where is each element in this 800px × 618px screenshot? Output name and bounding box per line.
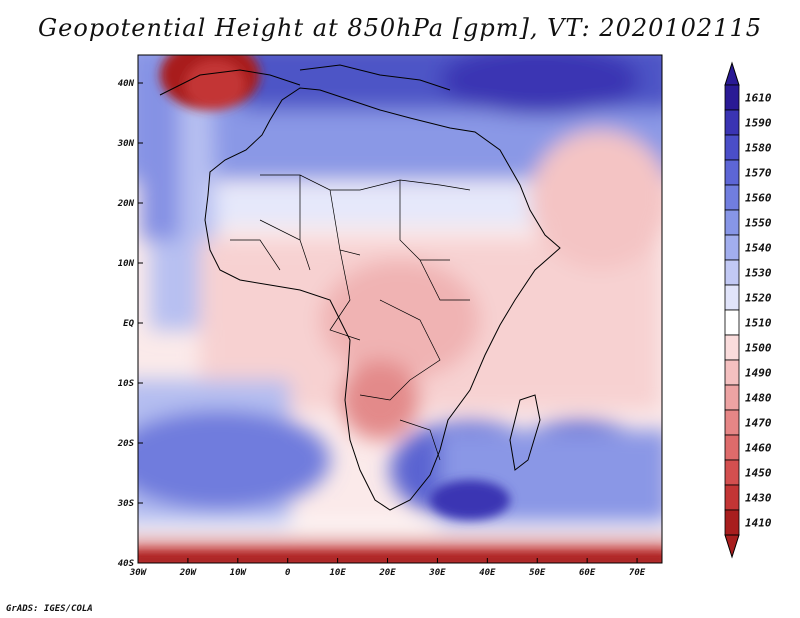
colorbar-label: 1580 [745, 142, 772, 155]
colorbar-label: 1410 [745, 517, 772, 530]
colorbar-label: 1520 [745, 292, 772, 305]
colorbar-label: 1450 [745, 467, 772, 480]
colorbar-label: 1470 [745, 417, 772, 430]
y-tick-label: 20S [117, 439, 135, 449]
x-tick-label: 70E [629, 568, 646, 578]
y-tick-label: 30S [117, 499, 135, 509]
y-tick-label: 10N [118, 259, 135, 269]
y-tick-label: EQ [123, 319, 134, 329]
x-tick-label: 10E [329, 568, 346, 578]
map-title: Geopotential Height at 850hPa [gpm], VT:… [38, 14, 762, 42]
colorbar-swatch [724, 459, 740, 486]
colorbar-bottom-arrow [724, 534, 740, 559]
y-tick-label: 20N [117, 199, 135, 209]
y-tick-label: 40S [118, 559, 135, 569]
colorbar-swatch [724, 359, 740, 386]
colorbar-label: 1530 [745, 267, 772, 280]
colorbar-label: 1500 [745, 342, 772, 355]
colorbar-label: 1570 [745, 167, 772, 180]
colorbar-swatch [724, 434, 740, 461]
colorbar-swatch [724, 209, 740, 236]
y-tick-label: 30N [117, 139, 135, 149]
colorbar-label: 1560 [745, 192, 772, 205]
colorbar-label: 1510 [745, 317, 772, 330]
x-tick-label: 20W [179, 568, 198, 578]
x-tick-label: 30W [129, 568, 148, 578]
colorbar-label: 1480 [745, 392, 772, 405]
colorbar-label: 1460 [745, 442, 772, 455]
colorbar-swatch [724, 309, 740, 336]
x-axis: 30W 20W 10W 0 10E 20E 30E 40E 50E 60E 70E [129, 558, 646, 578]
colorbar-top-arrow [724, 61, 740, 86]
x-tick-label: 60E [579, 568, 596, 578]
y-tick-label: 40N [118, 79, 135, 89]
x-tick-label: 20E [378, 568, 396, 578]
x-tick-label: 50E [529, 568, 546, 578]
colorbar-swatch [724, 159, 740, 186]
y-tick-label: 10S [118, 379, 135, 389]
x-tick-label: 30E [428, 568, 446, 578]
credit-text: GrADS: IGES/COLA [6, 604, 93, 614]
colorbar: 1610 1590 1580 1570 1560 1550 1540 1530 1520 1510… [724, 61, 772, 559]
colorbar-label: 1550 [745, 217, 772, 230]
colorbar-swatch [724, 259, 740, 286]
colorbar-swatch [724, 109, 740, 136]
colorbar-swatch [724, 334, 740, 361]
colorbar-label: 1590 [745, 117, 772, 130]
x-tick-label: 40E [479, 568, 496, 578]
x-tick-label: 10W [230, 568, 248, 578]
colorbar-swatch [724, 409, 740, 436]
colorbar-swatch [724, 384, 740, 411]
x-tick-label: 0 [285, 568, 291, 578]
colorbar-swatch [724, 234, 740, 261]
colorbar-label: 1540 [745, 242, 772, 255]
colorbar-swatch [724, 84, 740, 111]
height-field [138, 55, 662, 563]
colorbar-label: 1490 [745, 367, 772, 380]
colorbar-swatch [724, 184, 740, 211]
y-axis: 40N 30N 20N 10N EQ 10S 20S 30S 40S [117, 79, 143, 569]
colorbar-swatch [724, 484, 740, 511]
colorbar-swatch [724, 134, 740, 161]
colorbar-label: 1610 [745, 92, 772, 105]
colorbar-swatch [724, 509, 740, 536]
colorbar-swatch [724, 284, 740, 311]
map-frame [137, 54, 663, 564]
colorbar-label: 1430 [745, 492, 772, 505]
